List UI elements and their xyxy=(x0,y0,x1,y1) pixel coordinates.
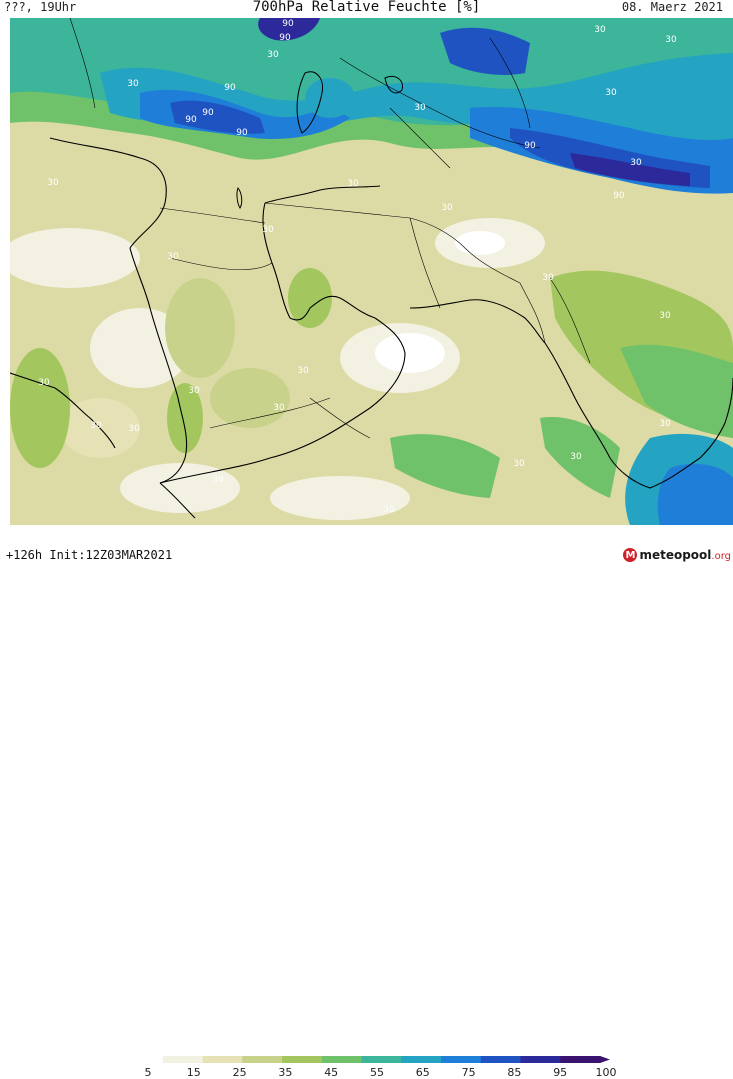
legend-color-swatch xyxy=(361,1056,402,1063)
contour-label: 30 xyxy=(127,79,139,89)
logo-name: meteopool xyxy=(639,548,712,562)
contour-label: 30 xyxy=(267,50,279,60)
contour-label: 30 xyxy=(167,252,179,262)
legend-tick-label: 65 xyxy=(415,1066,430,1079)
contour-label: 30 xyxy=(570,452,582,462)
contour-label: 30 xyxy=(90,421,102,431)
date-label: 08. Maerz 2021 xyxy=(621,0,723,14)
contour-label: 90 xyxy=(224,83,236,93)
humidity-map: 90 90 90 90 90 90 90 90 30 30 30 30 30 3… xyxy=(10,18,733,525)
meteopool-logo[interactable]: M meteopool.org xyxy=(623,546,731,564)
contour-label: 30 xyxy=(594,25,606,35)
contour-label: 90 xyxy=(202,108,214,118)
legend-color-swatch xyxy=(202,1056,243,1063)
humidity-fields xyxy=(10,18,733,525)
logo-tld: .org xyxy=(711,551,731,562)
contour-label: 90 xyxy=(185,115,197,125)
contour-label: 30 xyxy=(212,475,224,485)
borders xyxy=(69,18,591,439)
legend-color-swatch xyxy=(123,1056,164,1063)
legend-tick-label: 45 xyxy=(324,1066,339,1079)
legend-tick-label: 55 xyxy=(370,1066,384,1079)
logo-text: meteopool.org xyxy=(639,548,731,562)
contour-label: 30 xyxy=(47,178,59,188)
contour-label: 30 xyxy=(188,386,200,396)
contour-label: 30 xyxy=(665,35,677,45)
contour-labels: 90 90 90 90 90 90 90 90 30 30 30 30 30 3… xyxy=(38,19,677,515)
legend-colorbar xyxy=(123,1056,610,1063)
legend-color-swatch xyxy=(321,1056,363,1063)
contour-label: 90 xyxy=(282,19,294,29)
header: ???, 19Uhr 700hPa Relative Feuchte [%] 0… xyxy=(0,0,733,18)
legend-color-swatch xyxy=(401,1056,442,1063)
contour-label: 30 xyxy=(542,273,554,283)
contour-label: 90 xyxy=(524,141,536,151)
legend-tick-label: 75 xyxy=(461,1066,476,1079)
contour-label: 30 xyxy=(128,424,140,434)
legend-tick-label: 95 xyxy=(553,1066,568,1079)
contour-label: 30 xyxy=(262,225,274,235)
legend-tick-label: 15 xyxy=(186,1066,201,1079)
contour-label: 30 xyxy=(659,419,671,429)
legend-overflow-arrow xyxy=(600,1056,610,1063)
legend-color-swatch xyxy=(282,1056,323,1063)
contour-label: 30 xyxy=(38,378,50,388)
contour-label: 90 xyxy=(279,33,291,43)
legend-tick-label: 5 xyxy=(144,1066,152,1079)
contour-label: 30 xyxy=(297,366,309,376)
contour-label: 30 xyxy=(659,311,671,321)
legend-color-swatch xyxy=(441,1056,482,1063)
contour-label: 90 xyxy=(236,128,248,138)
legend-tick-label: 100 xyxy=(595,1066,617,1079)
legend-tick-label: 85 xyxy=(507,1066,522,1079)
legend-color-swatch xyxy=(162,1056,204,1063)
legend-tick-label: 35 xyxy=(278,1066,293,1079)
contour-label: 30 xyxy=(605,88,617,98)
inland-waters xyxy=(236,71,404,209)
contour-label: 30 xyxy=(273,403,285,413)
logo-mark: M xyxy=(623,548,638,562)
contour-label: 30 xyxy=(630,158,642,168)
contour-label: 30 xyxy=(513,459,525,469)
legend-color-swatch xyxy=(242,1056,283,1063)
forecast-run-label: +126h Init:12Z03MAR2021 xyxy=(6,548,173,562)
contour-label: 90 xyxy=(613,191,625,201)
valid-time-label: ???, 19Uhr xyxy=(4,0,77,14)
contour-label: 30 xyxy=(347,179,359,189)
map-title: 700hPa Relative Feuchte [%] xyxy=(252,0,481,15)
contour-label: 30 xyxy=(383,505,395,515)
legend-tick-label: 25 xyxy=(232,1066,247,1079)
legend-color-swatch xyxy=(520,1056,561,1063)
coastlines xyxy=(10,137,733,519)
contour-label: 30 xyxy=(414,103,426,113)
legend-color-swatch xyxy=(560,1056,601,1063)
contour-label: 30 xyxy=(441,203,453,213)
legend-color-swatch xyxy=(480,1056,522,1063)
